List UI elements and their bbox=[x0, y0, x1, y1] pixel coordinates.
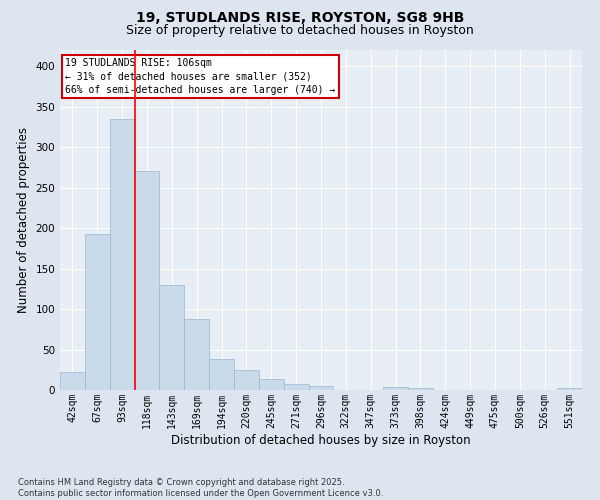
Bar bbox=[60, 372, 85, 390]
Text: 19, STUDLANDS RISE, ROYSTON, SG8 9HB: 19, STUDLANDS RISE, ROYSTON, SG8 9HB bbox=[136, 12, 464, 26]
Bar bbox=[557, 388, 582, 390]
Bar bbox=[85, 234, 110, 390]
Bar bbox=[110, 119, 134, 390]
Bar bbox=[134, 172, 160, 390]
Bar bbox=[383, 387, 408, 390]
Bar bbox=[160, 285, 184, 390]
Text: 19 STUDLANDS RISE: 106sqm
← 31% of detached houses are smaller (352)
66% of semi: 19 STUDLANDS RISE: 106sqm ← 31% of detac… bbox=[65, 58, 335, 95]
Bar bbox=[209, 359, 234, 390]
Bar bbox=[308, 386, 334, 390]
Bar bbox=[408, 388, 433, 390]
Bar bbox=[234, 370, 259, 390]
Y-axis label: Number of detached properties: Number of detached properties bbox=[17, 127, 30, 313]
X-axis label: Distribution of detached houses by size in Royston: Distribution of detached houses by size … bbox=[171, 434, 471, 446]
Bar bbox=[259, 378, 284, 390]
Text: Contains HM Land Registry data © Crown copyright and database right 2025.
Contai: Contains HM Land Registry data © Crown c… bbox=[18, 478, 383, 498]
Bar bbox=[184, 319, 209, 390]
Bar bbox=[284, 384, 308, 390]
Text: Size of property relative to detached houses in Royston: Size of property relative to detached ho… bbox=[126, 24, 474, 37]
